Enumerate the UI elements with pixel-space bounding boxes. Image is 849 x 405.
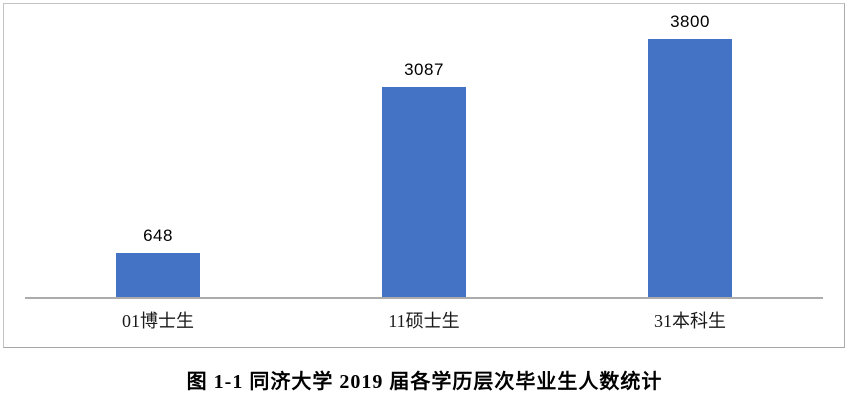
category-label: 01博士生	[122, 311, 194, 331]
category-axis: 01博士生 11硕士生 31本科生	[25, 307, 823, 333]
figure-caption: 图 1-1 同济大学 2019 届各学历层次毕业生人数统计	[186, 371, 663, 393]
bar[interactable]	[648, 39, 732, 297]
bar-group: 3800	[557, 4, 823, 297]
category-label: 11硕士生	[388, 311, 460, 331]
plot-area: 648 3087 3800	[25, 4, 823, 297]
x-axis-line	[25, 297, 823, 299]
bar-value-label: 648	[143, 225, 173, 245]
bar[interactable]	[382, 87, 466, 297]
category-label: 31本科生	[654, 311, 726, 331]
chart-frame: 648 3087 3800 01博士生 11硕士生 31本科生	[3, 3, 845, 348]
bar-value-label: 3087	[404, 59, 444, 79]
bar-group: 3087	[291, 4, 557, 297]
bar-group: 648	[25, 4, 291, 297]
bar[interactable]	[116, 253, 200, 297]
bar-value-label: 3800	[670, 11, 710, 31]
